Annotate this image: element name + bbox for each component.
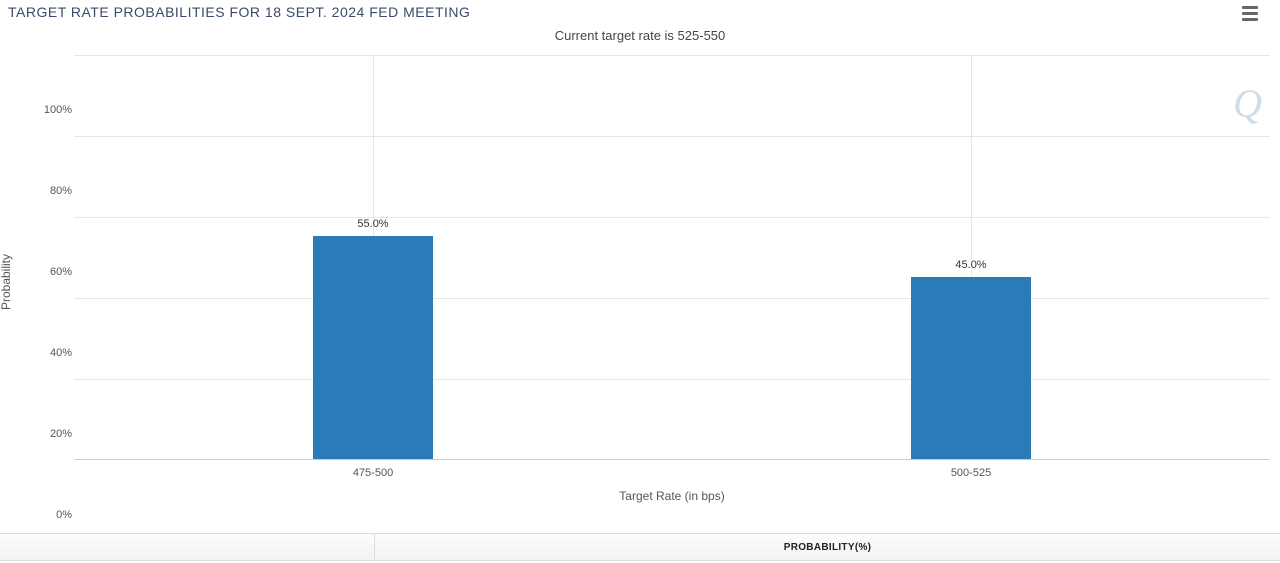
- table-header-row: PROBABILITY(%): [0, 533, 1280, 561]
- y-tick-label: 100%: [42, 104, 72, 116]
- y-tick-label: 20%: [42, 428, 72, 440]
- gridline-h: [74, 217, 1270, 218]
- x-axis-label: Target Rate (in bps): [619, 489, 724, 503]
- table-header-region: PROBABILITY(%): [0, 527, 1280, 563]
- table-header-left: [0, 534, 375, 560]
- y-tick-label: 60%: [42, 266, 72, 278]
- bar-value-label: 55.0%: [357, 218, 388, 230]
- y-tick-label: 0%: [42, 509, 72, 521]
- y-axis-label: Probability: [0, 253, 13, 309]
- x-tick-label: 500-525: [951, 467, 991, 479]
- header-row: TARGET RATE PROBABILITIES FOR 18 SEPT. 2…: [8, 4, 1272, 24]
- bar-value-label: 45.0%: [955, 259, 986, 271]
- bar[interactable]: 55.0%: [313, 236, 433, 459]
- y-tick-label: 40%: [42, 347, 72, 359]
- chart-subtitle: Current target rate is 525-550: [0, 28, 1280, 43]
- gridline-h: [74, 298, 1270, 299]
- table-header-right: PROBABILITY(%): [375, 534, 1280, 560]
- y-tick-label: 80%: [42, 185, 72, 197]
- gridline-h: [74, 136, 1270, 137]
- chart-area: Probability Target Rate (in bps) 55.0%47…: [0, 55, 1280, 508]
- chart-title: TARGET RATE PROBABILITIES FOR 18 SEPT. 2…: [8, 4, 470, 20]
- x-tick-label: 475-500: [353, 467, 393, 479]
- bar[interactable]: 45.0%: [911, 277, 1031, 459]
- gridline-h: [74, 379, 1270, 380]
- root-container: TARGET RATE PROBABILITIES FOR 18 SEPT. 2…: [0, 0, 1280, 563]
- plot-region: Target Rate (in bps) 55.0%475-50045.0%50…: [74, 55, 1270, 460]
- gridline-h: [74, 55, 1270, 56]
- menu-icon[interactable]: [1242, 4, 1262, 22]
